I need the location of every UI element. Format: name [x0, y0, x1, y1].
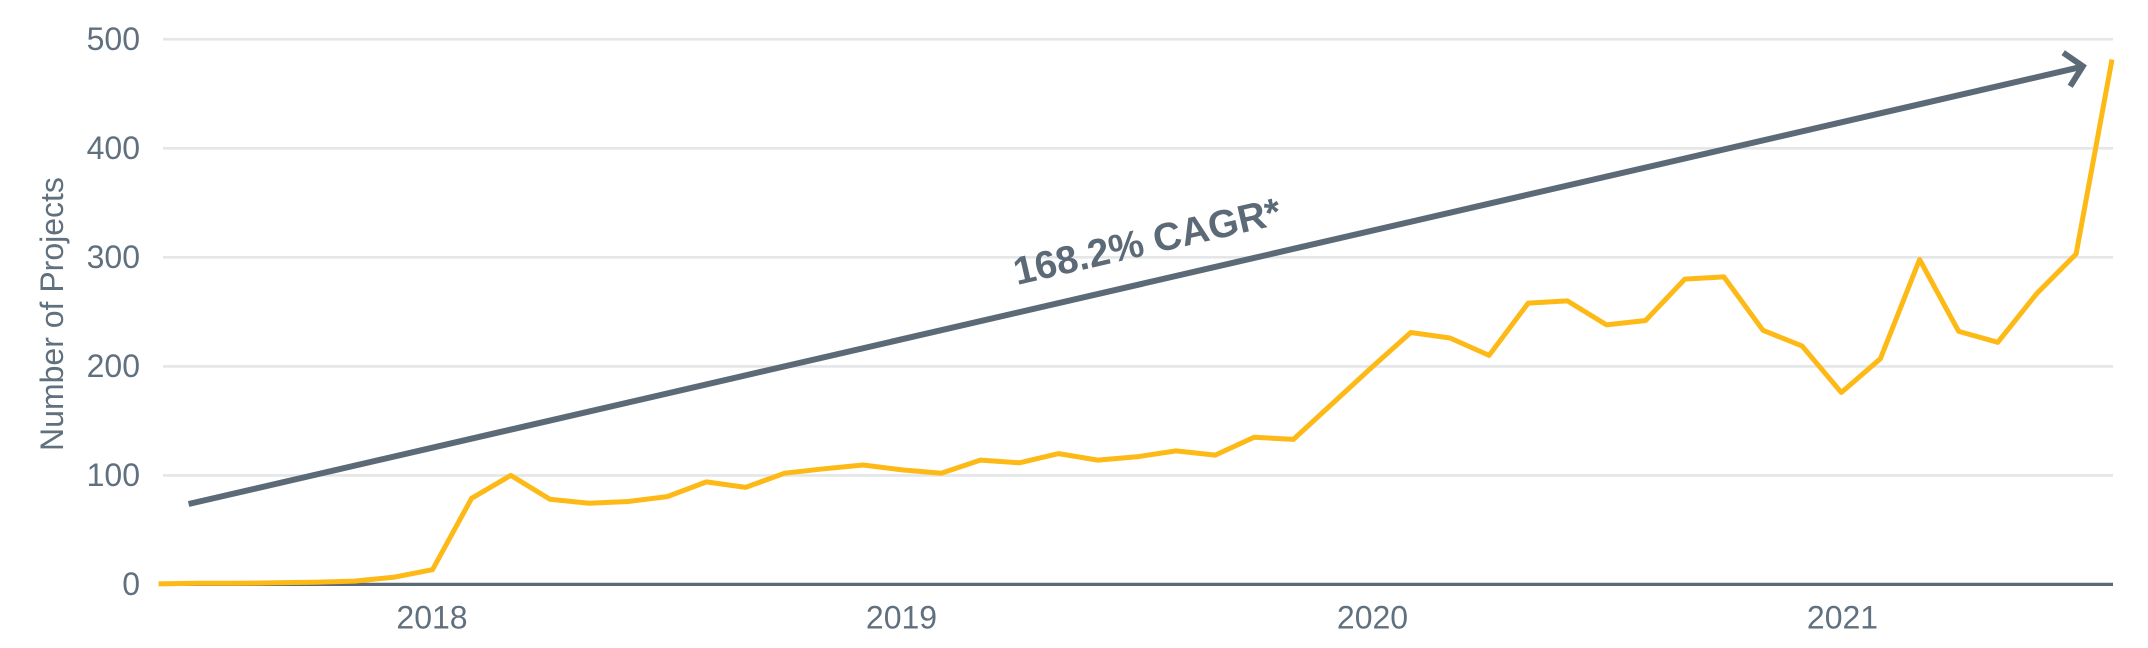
svg-text:2019: 2019: [866, 600, 937, 636]
svg-text:2018: 2018: [396, 600, 467, 636]
svg-text:500: 500: [87, 21, 140, 57]
svg-text:Number of Projects: Number of Projects: [34, 177, 70, 451]
svg-text:2020: 2020: [1337, 600, 1408, 636]
svg-text:300: 300: [87, 239, 140, 275]
svg-text:0: 0: [122, 566, 140, 602]
svg-text:200: 200: [87, 348, 140, 384]
svg-text:400: 400: [87, 130, 140, 166]
svg-text:2021: 2021: [1807, 600, 1878, 636]
svg-text:100: 100: [87, 457, 140, 493]
